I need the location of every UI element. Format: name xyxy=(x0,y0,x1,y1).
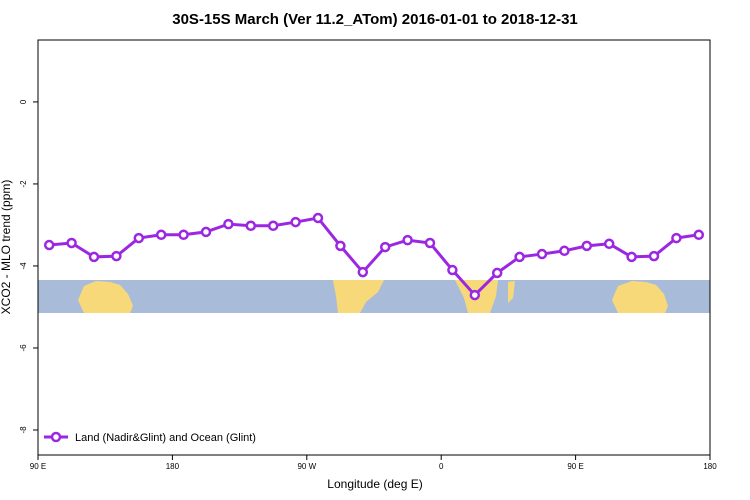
y-tick-label: -2 xyxy=(19,180,28,188)
x-tick-label: 90 W xyxy=(297,462,316,471)
y-tick-label: -4 xyxy=(19,262,28,270)
point xyxy=(402,234,413,246)
land-australia-2 xyxy=(612,281,668,313)
point xyxy=(66,237,77,249)
x-tick-label: 0 xyxy=(439,462,444,471)
point xyxy=(133,232,145,244)
point xyxy=(88,251,100,263)
point xyxy=(245,220,257,232)
chart-title: 30S-15S March (Ver 11.2_ATom) 2016-01-01… xyxy=(172,11,578,28)
point xyxy=(693,229,705,241)
point xyxy=(178,229,189,241)
point xyxy=(312,212,324,224)
point xyxy=(581,240,593,252)
point xyxy=(536,248,548,260)
y-tick-label: -8 xyxy=(19,426,28,434)
point xyxy=(671,232,682,244)
x-tick-label: 90 E xyxy=(30,462,46,471)
point xyxy=(290,216,301,228)
point xyxy=(491,267,503,279)
land-australia xyxy=(78,281,133,313)
point xyxy=(155,229,167,241)
point xyxy=(447,264,458,276)
point xyxy=(626,251,637,263)
point xyxy=(379,241,391,253)
plot-frame xyxy=(37,39,711,456)
point xyxy=(424,237,436,249)
y-tick-label: 0 xyxy=(19,99,28,104)
point xyxy=(559,245,570,257)
point xyxy=(43,239,55,251)
point xyxy=(469,289,481,301)
point xyxy=(335,240,346,252)
land-madagascar xyxy=(508,281,515,303)
point xyxy=(603,238,615,250)
x-tick-label: 180 xyxy=(703,462,717,471)
x-tick-label: 90 E xyxy=(567,462,583,471)
x-axis-label: Longitude (deg E) xyxy=(327,477,422,491)
point xyxy=(648,250,660,262)
map-band xyxy=(38,280,710,313)
point xyxy=(267,220,279,232)
x-tick-label: 180 xyxy=(166,462,180,471)
point xyxy=(223,218,234,230)
point xyxy=(357,266,369,278)
legend-marker xyxy=(50,431,62,443)
point xyxy=(200,226,212,238)
y-tick-label: -6 xyxy=(19,344,28,352)
y-axis-label: XCO2 - MLO trend (ppm) xyxy=(0,180,13,315)
point xyxy=(111,250,122,262)
land-south-america xyxy=(333,280,384,313)
point xyxy=(514,251,525,263)
legend-label: Land (Nadir&Glint) and Ocean (Glint) xyxy=(75,432,256,444)
